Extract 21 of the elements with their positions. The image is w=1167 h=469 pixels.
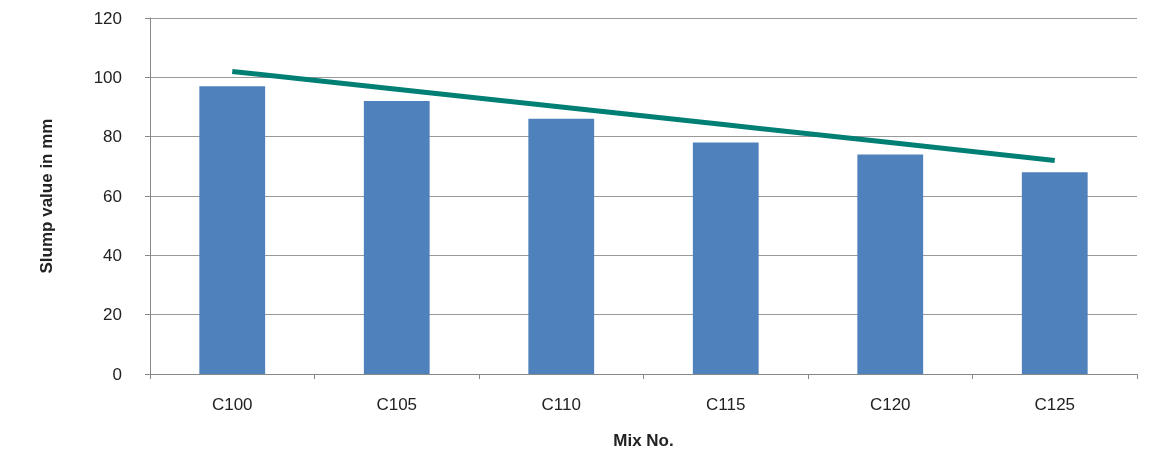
y-tick-label: 80 (103, 127, 122, 147)
x-tick-label: C105 (376, 395, 418, 414)
bar (692, 142, 759, 374)
x-tick-label: C100 (211, 395, 253, 414)
y-axis-title: Slump value in mm (37, 118, 56, 274)
bar (857, 154, 924, 374)
y-tick-label: 100 (93, 67, 122, 87)
x-axis-title: Mix No. (613, 431, 674, 450)
x-tick-label: C125 (1034, 395, 1076, 414)
x-tick-label: C110 (541, 395, 581, 414)
x-tick-label: C115 (706, 395, 746, 414)
y-tick-label: 40 (103, 245, 122, 265)
bar (199, 86, 266, 374)
y-tick-label: 0 (112, 364, 122, 384)
y-tick-label: 60 (103, 186, 122, 206)
y-tick-label: 20 (103, 305, 122, 325)
bar (1021, 172, 1088, 374)
bar (528, 118, 595, 374)
x-tick-label: C120 (869, 395, 911, 414)
bar (363, 101, 430, 374)
y-tick-label: 120 (93, 8, 122, 28)
